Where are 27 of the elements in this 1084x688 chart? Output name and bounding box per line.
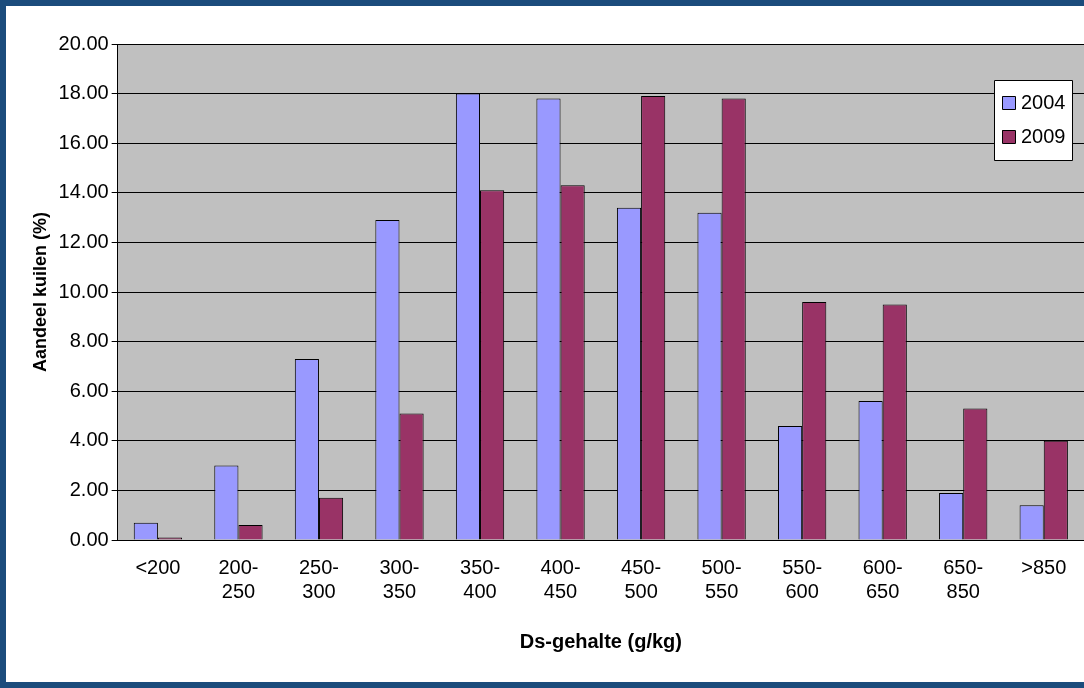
x-tick-label: <200 [135, 555, 181, 578]
y-tick-label: 8.00 [69, 329, 109, 352]
y-axis-title: Aandeel kuilen (%) [29, 211, 50, 373]
y-tick-label: 0.00 [69, 527, 109, 550]
x-tick-label: 200-250 [218, 555, 259, 602]
legend-label: 2004 [1021, 90, 1066, 113]
x-tick-label: 600-650 [862, 555, 903, 602]
x-axis-title: Ds-gehalte (g/kg) [519, 629, 682, 652]
y-tick-label: 20.00 [58, 31, 109, 54]
x-tick-label: 450-500 [621, 555, 662, 602]
x-tick-label: 650-850 [943, 555, 984, 602]
y-tick-label: 10.00 [58, 279, 109, 302]
y-tick-label: 16.00 [58, 130, 109, 153]
y-tick-label: 12.00 [58, 229, 109, 252]
x-tick-label: 350-400 [460, 555, 501, 602]
y-tick-label: 6.00 [69, 378, 109, 401]
y-tick-label: 2.00 [69, 477, 109, 500]
x-tick-label: 250-300 [298, 555, 339, 602]
x-tick-label: 400-450 [540, 555, 581, 602]
legend-label: 2009 [1021, 124, 1066, 147]
x-tick-label: 550-600 [782, 555, 823, 602]
y-tick-label: 18.00 [58, 81, 109, 104]
y-tick-label: 14.00 [58, 180, 109, 203]
x-tick-label: 300-350 [379, 555, 420, 602]
x-tick-label: 500-550 [701, 555, 742, 602]
x-tick-label: >850 [1021, 555, 1067, 578]
y-tick-label: 4.00 [69, 428, 109, 451]
